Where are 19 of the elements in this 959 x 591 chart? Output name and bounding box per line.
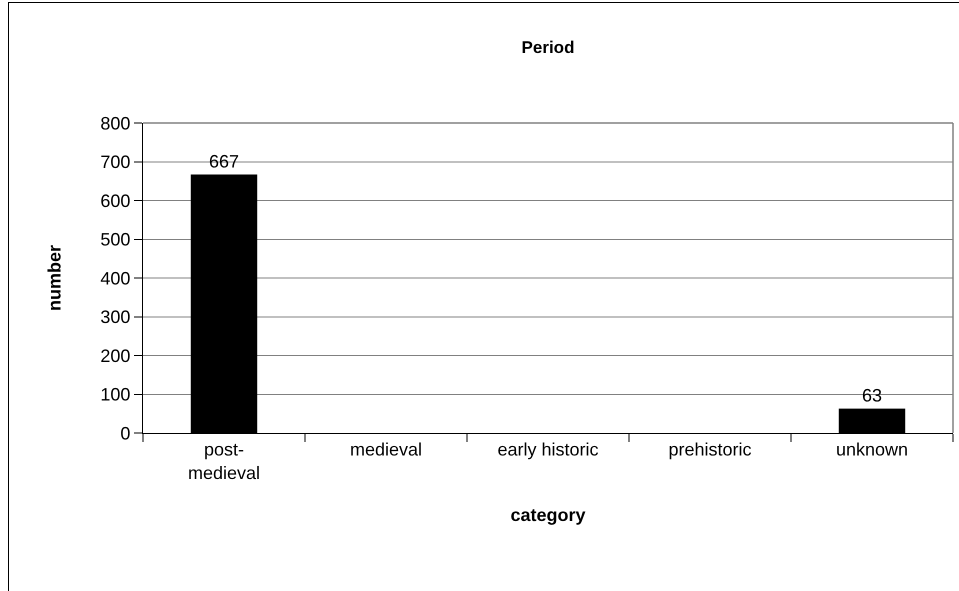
- y-tick-label: 100: [100, 384, 130, 405]
- y-tick-label: 700: [100, 152, 130, 172]
- x-tick-label: post-medieval: [188, 440, 260, 483]
- y-tick-label: 600: [100, 190, 130, 211]
- x-tick-label: medieval: [350, 440, 422, 460]
- x-tick-label: prehistoric: [668, 440, 752, 460]
- x-tick-label: unknown: [836, 440, 908, 460]
- data-label: 63: [862, 386, 882, 406]
- y-axis-title: number: [44, 244, 65, 312]
- x-tick-label: early historic: [497, 440, 599, 460]
- chart-title: Period: [522, 38, 574, 57]
- x-axis-title: category: [510, 505, 586, 526]
- y-tick-label: 300: [100, 307, 130, 328]
- y-tick-label: 0: [120, 423, 130, 444]
- y-tick-label: 500: [100, 230, 130, 250]
- y-tick-label: 800: [100, 113, 130, 134]
- data-label: 667: [208, 152, 240, 172]
- y-tick-label: 400: [100, 268, 130, 288]
- y-tick-label: 200: [100, 346, 130, 366]
